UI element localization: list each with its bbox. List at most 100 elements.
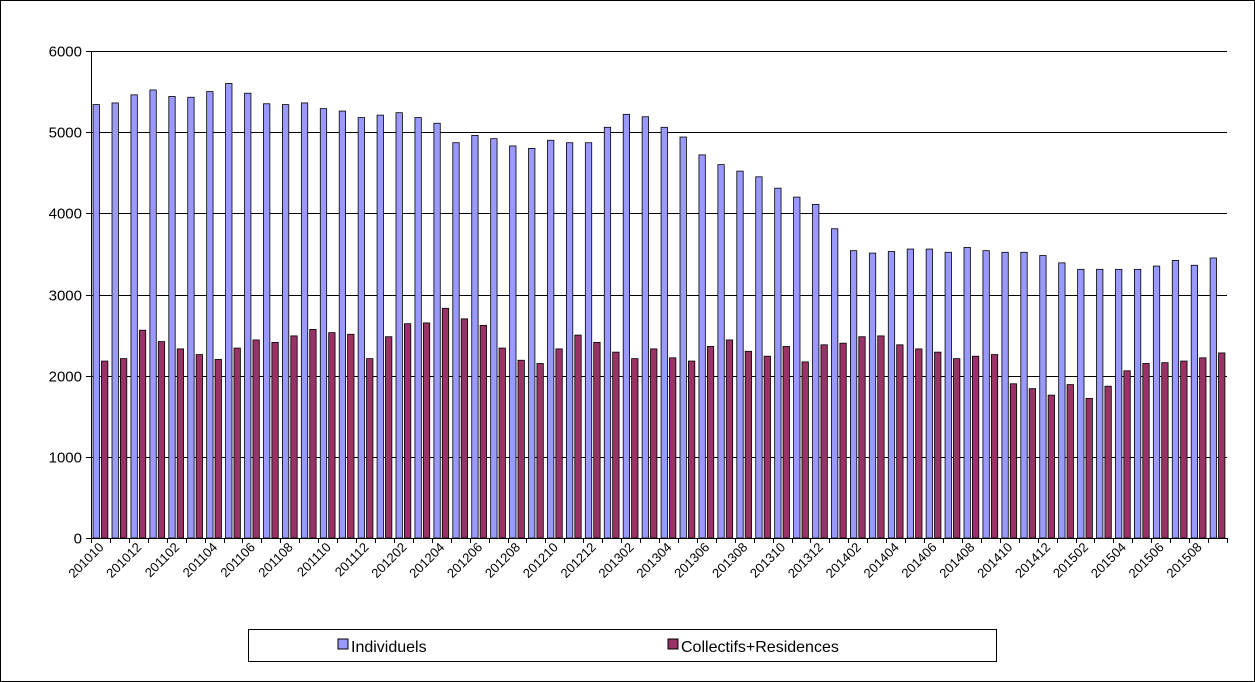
bar-collectifs-residences-201212 xyxy=(593,341,601,539)
bar-individuels-201010 xyxy=(92,104,100,539)
bar-individuels-201411 xyxy=(1020,251,1028,539)
bar-individuels-201308 xyxy=(736,170,744,539)
bar-collectifs-residences-201504 xyxy=(1123,370,1131,539)
bar-individuels-201101 xyxy=(149,89,157,539)
bar-individuels-201501 xyxy=(1058,262,1066,539)
bar-collectifs-residences-201108 xyxy=(290,335,298,539)
bar-collectifs-residences-201502 xyxy=(1085,397,1093,539)
bar-individuels-201105 xyxy=(225,83,233,539)
bar-individuels-201402 xyxy=(850,250,858,539)
bar-collectifs-residences-201107 xyxy=(271,341,279,539)
bar-collectifs-residences-201303 xyxy=(650,348,658,539)
bar-collectifs-residences-201310 xyxy=(782,346,790,539)
y-tick-label: 5000 xyxy=(49,125,82,142)
y-tick-label: 3000 xyxy=(49,288,82,305)
bar-individuels-201111 xyxy=(338,110,347,539)
bars xyxy=(92,83,1226,539)
bar-individuels-201208 xyxy=(509,145,517,539)
bar-individuels-201410 xyxy=(1001,251,1009,539)
bar-individuels-201312 xyxy=(812,203,820,539)
legend-swatch-collectifs-residences xyxy=(667,638,679,650)
bar-collectifs-residences-201104 xyxy=(214,359,222,539)
bar-individuels-201211 xyxy=(566,142,574,539)
bar-collectifs-residences-201509 xyxy=(1218,352,1226,539)
bar-collectifs-residences-201401 xyxy=(839,342,847,539)
bar-collectifs-residences-201503 xyxy=(1104,385,1112,539)
bar-individuels-201110 xyxy=(319,108,328,539)
bar-individuels-201412 xyxy=(1039,255,1047,539)
legend-label-individuels: Individuels xyxy=(351,639,427,656)
bar-individuels-201302 xyxy=(622,113,631,539)
bar-collectifs-residences-201506 xyxy=(1161,362,1169,539)
bar-individuels-201206 xyxy=(471,135,479,539)
bar-individuels-201011 xyxy=(111,102,119,539)
bar-collectifs-residences-201307 xyxy=(725,339,734,539)
bar-collectifs-residences-201501 xyxy=(1066,384,1074,539)
bar-collectifs-residences-201106 xyxy=(252,339,260,539)
bar-collectifs-residences-201309 xyxy=(763,355,771,539)
bar-individuels-201104 xyxy=(206,91,214,539)
bar-individuels-201311 xyxy=(793,196,801,539)
bar-collectifs-residences-201407 xyxy=(953,358,961,539)
bar-collectifs-residences-201102 xyxy=(176,348,184,539)
bar-collectifs-residences-201105 xyxy=(233,347,241,539)
bar-collectifs-residences-201201 xyxy=(385,336,393,539)
bar-collectifs-residences-201204 xyxy=(441,307,450,539)
y-tick-label: 2000 xyxy=(49,369,82,386)
bar-collectifs-residences-201109 xyxy=(309,328,317,539)
bar-collectifs-residences-201410 xyxy=(1009,383,1018,539)
bar-individuels-201310 xyxy=(774,187,782,539)
bar-individuels-201506 xyxy=(1152,265,1161,539)
bar-individuels-201201 xyxy=(376,114,384,539)
bar-collectifs-residences-201301 xyxy=(612,351,620,539)
bar-collectifs-residences-201110 xyxy=(328,332,336,539)
bar-individuels-201204 xyxy=(433,122,441,539)
bar-individuels-201408 xyxy=(963,247,971,539)
bar-individuels-201207 xyxy=(490,138,498,539)
bar-collectifs-residences-201305 xyxy=(688,360,696,539)
bar-individuels-201210 xyxy=(547,139,555,539)
bar-collectifs-residences-201406 xyxy=(934,351,942,539)
bar-individuels-201012 xyxy=(130,94,138,539)
bar-collectifs-residences-201103 xyxy=(195,354,203,539)
bar-collectifs-residences-201312 xyxy=(820,344,828,539)
bar-collectifs-residences-201409 xyxy=(990,354,999,539)
bar-individuels-201107 xyxy=(263,103,271,539)
bar-individuels-201109 xyxy=(300,102,309,539)
bar-individuels-201401 xyxy=(831,228,839,539)
bar-collectifs-residences-201010 xyxy=(101,360,109,539)
bar-individuels-201508 xyxy=(1190,264,1198,539)
bar-individuels-201209 xyxy=(528,147,536,539)
bar-collectifs-residences-201111 xyxy=(347,333,355,539)
bar-collectifs-residences-201404 xyxy=(896,344,904,539)
bar-individuels-201102 xyxy=(168,96,176,539)
bar-individuels-201112 xyxy=(357,117,365,539)
legend-label-collectifs-residences: Collectifs+Residences xyxy=(681,639,839,656)
bar-individuels-201507 xyxy=(1171,260,1180,539)
bar-collectifs-residences-201208 xyxy=(517,359,525,539)
bar-collectifs-residences-201012 xyxy=(138,329,147,539)
bar-individuels-201305 xyxy=(679,136,687,539)
bar-individuels-201503 xyxy=(1096,268,1104,539)
bar-collectifs-residences-201408 xyxy=(972,355,980,539)
bar-individuels-201504 xyxy=(1115,268,1123,539)
bar-individuels-201205 xyxy=(452,142,460,539)
legend-box xyxy=(248,629,997,662)
bar-individuels-201212 xyxy=(584,142,593,539)
bar-collectifs-residences-201207 xyxy=(498,347,506,539)
bar-collectifs-residences-201302 xyxy=(631,358,639,539)
bar-collectifs-residences-201011 xyxy=(120,358,128,539)
gridlines xyxy=(91,51,1227,458)
bar-individuels-201409 xyxy=(982,250,990,539)
legend: Individuels Collectifs+Residences xyxy=(248,629,997,662)
bar-collectifs-residences-201508 xyxy=(1199,357,1207,539)
bar-individuels-201202 xyxy=(395,112,403,539)
bar-collectifs-residences-201507 xyxy=(1180,360,1188,539)
bar-collectifs-residences-201304 xyxy=(669,357,677,539)
bar-collectifs-residences-201306 xyxy=(706,346,715,539)
legend-swatch-individuels xyxy=(337,638,349,650)
bar-individuels-201309 xyxy=(755,176,763,539)
bar-collectifs-residences-201211 xyxy=(574,334,582,539)
bar-collectifs-residences-201203 xyxy=(422,322,431,539)
